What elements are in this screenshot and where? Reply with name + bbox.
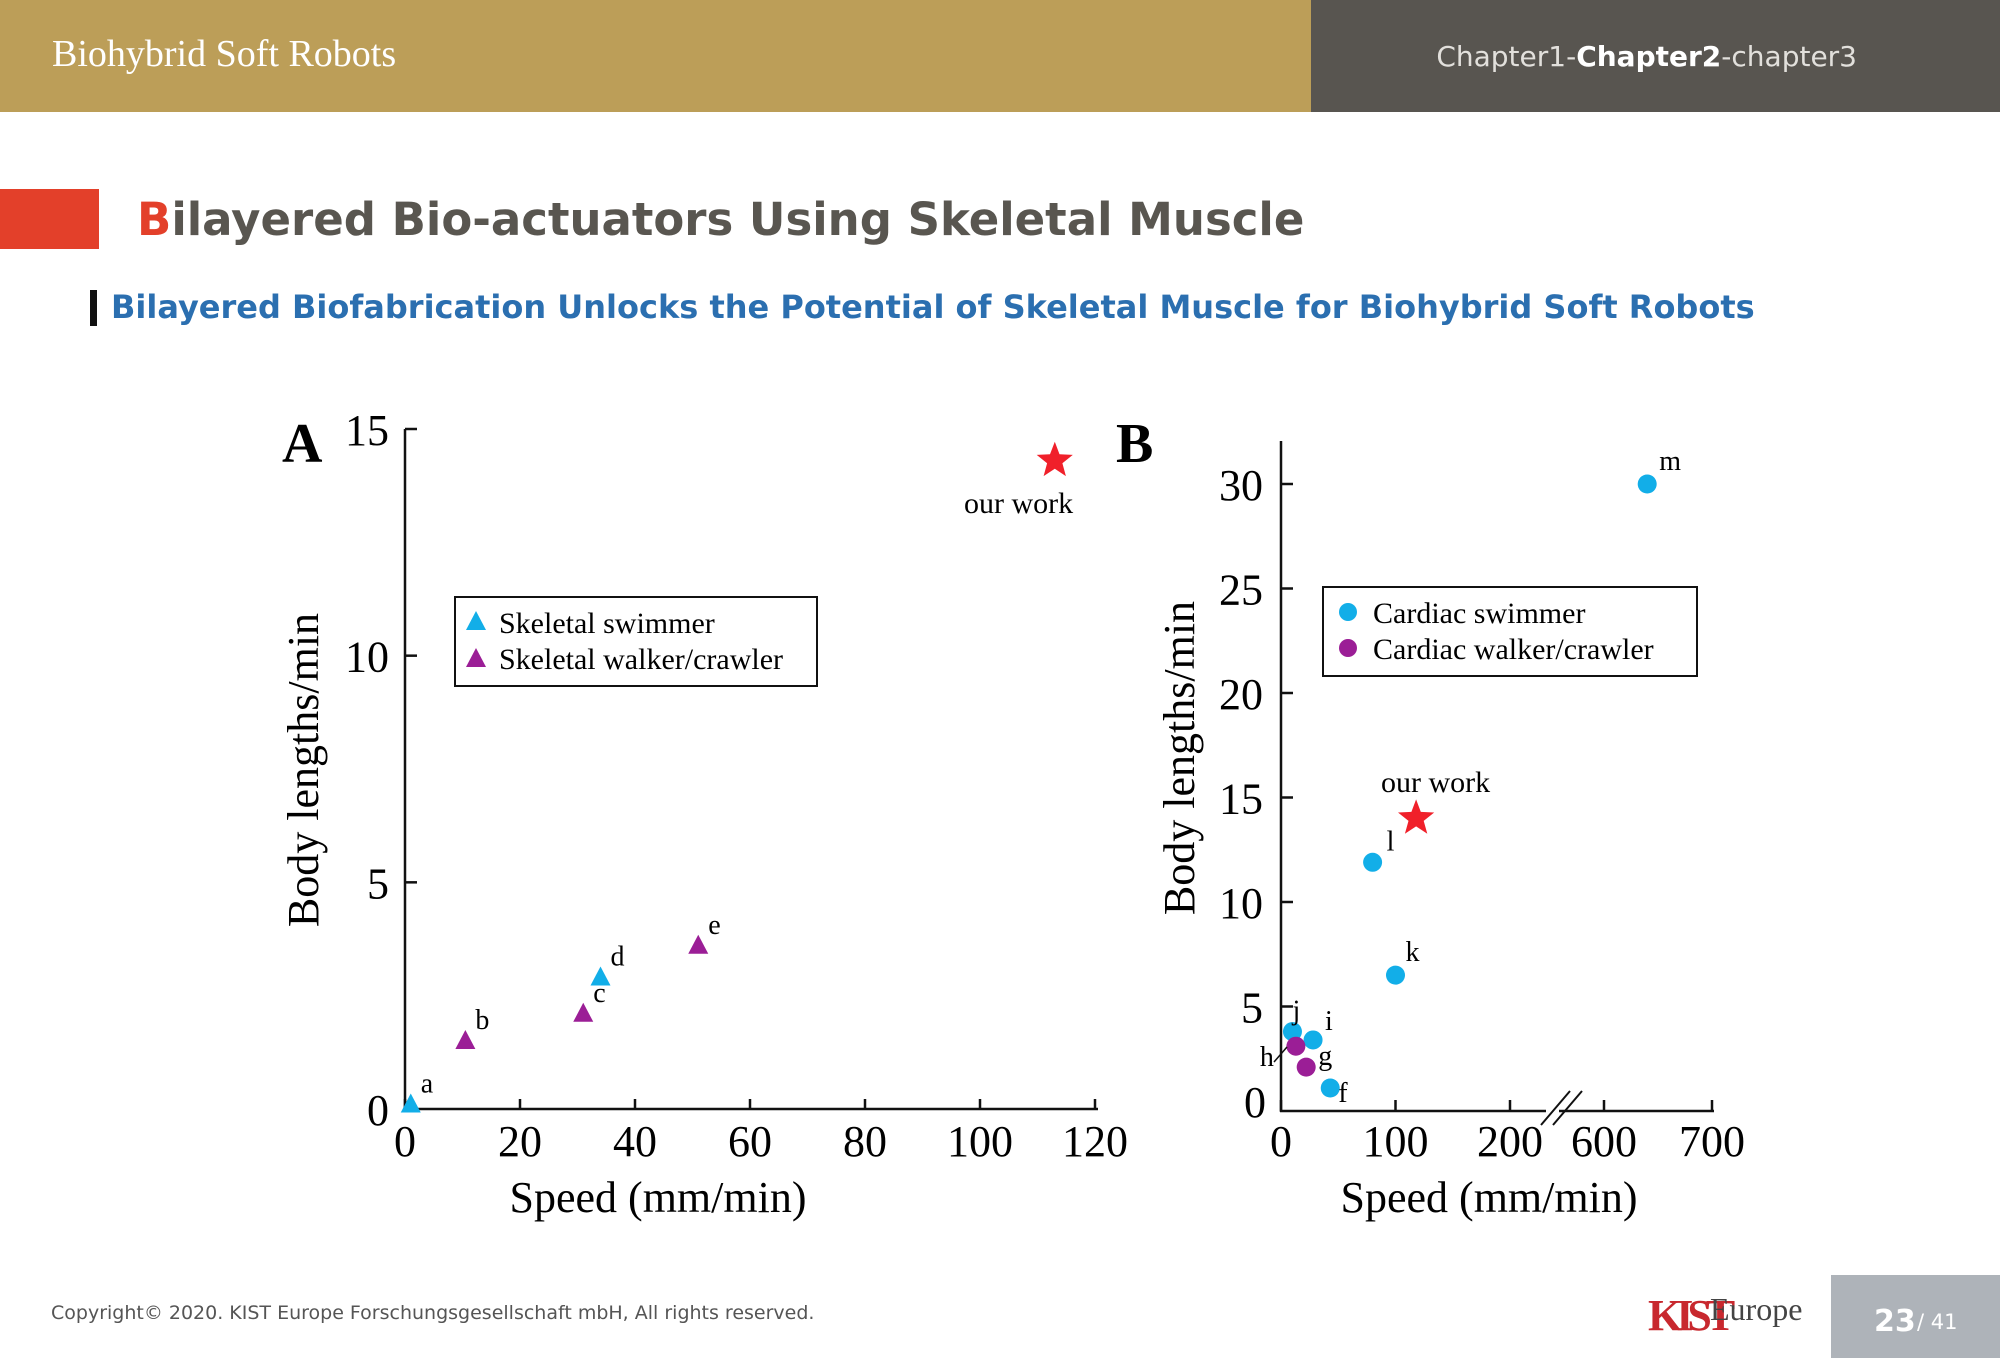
panel-a-label: A	[282, 413, 323, 475]
panel-a-x-tick-label: 60	[728, 1117, 772, 1166]
panel-a-our-work-star	[1036, 441, 1073, 477]
panel-a-x-tick-label: 40	[613, 1117, 657, 1166]
panel-b-x-tick-label: 700	[1679, 1117, 1745, 1166]
legend-marker-cardiac-walker	[1339, 639, 1357, 657]
panel-a-point-b	[455, 1030, 476, 1049]
panel-b-point-label: g	[1318, 1041, 1332, 1072]
axis-break-mark	[1540, 1090, 1571, 1126]
legend-label-skeletal-swimmer: Skeletal swimmer	[499, 607, 715, 640]
panel-b-point-label: i	[1325, 1006, 1333, 1037]
panel-b-point-label: h	[1260, 1042, 1274, 1073]
panel-b-point-label: k	[1406, 937, 1420, 968]
slide-subtitle: Bilayered Biofabrication Unlocks the Pot…	[111, 288, 1755, 326]
page-total: / 41	[1917, 1310, 1958, 1334]
panel-a-y-tick-label: 10	[345, 633, 389, 682]
app-title: Biohybrid Soft Robots	[52, 33, 397, 75]
logo-text: Europe	[1710, 1291, 1802, 1327]
panel-a-point-label: b	[475, 1005, 489, 1036]
panel-b-our-work-star	[1398, 799, 1435, 834]
panel-b-legend	[1322, 586, 1698, 677]
panel-b-y-label: Body lengths/min	[1155, 601, 1204, 915]
chapter-link-2-current[interactable]: Chapter2	[1576, 40, 1722, 73]
panel-b-y-tick-label: 5	[1241, 984, 1263, 1033]
panel-a-x-label: Speed (mm/min)	[510, 1173, 807, 1222]
panel-b-y-tick-label: 0	[1244, 1078, 1266, 1127]
panel-b-point-h	[1286, 1036, 1306, 1056]
legend-marker-cardiac-swimmer	[1339, 603, 1357, 621]
panel-a-legend	[454, 596, 818, 687]
panel-b-y-tick-label: 25	[1219, 566, 1263, 615]
page-title-text: ilayered Bio-actuators Using Skeletal Mu…	[171, 193, 1305, 246]
subtitle-marker	[90, 290, 97, 326]
footer-copyright: Copyright© 2020. KIST Europe Forschungsg…	[51, 1302, 815, 1324]
legend-label-skeletal-walker: Skeletal walker/crawler	[499, 643, 783, 676]
panel-a-x-tick-label: 20	[498, 1117, 542, 1166]
panel-b-x-tick-label: 100	[1363, 1117, 1429, 1166]
panel-a-x-tick-label: 0	[394, 1117, 416, 1166]
panel-b-point-i	[1303, 1030, 1323, 1050]
panel-a-point-label: d	[611, 942, 625, 973]
logo-mark: KIST	[1648, 1291, 1735, 1340]
panel-b-label: B	[1116, 413, 1153, 475]
legend-label-cardiac-swimmer: Cardiac swimmer	[1373, 597, 1585, 630]
panel-a-our-work-label: our work	[964, 487, 1073, 520]
page-current: 23	[1874, 1304, 1916, 1339]
panel-a-x-tick-label: 100	[947, 1117, 1013, 1166]
panel-b-x-tick-label: 0	[1270, 1117, 1292, 1166]
panel-a-point-label: a	[421, 1068, 434, 1099]
chapter-separator: -	[1566, 40, 1577, 73]
panel-b-point-label: f	[1338, 1078, 1348, 1109]
panel-b-point-k	[1386, 965, 1405, 985]
page-title-initial: B	[137, 193, 172, 246]
chapter-link-3[interactable]: chapter3	[1731, 40, 1857, 73]
panel-b-point-label: l	[1387, 826, 1395, 857]
axis-break-mark	[1552, 1090, 1583, 1126]
panel-a-point-e	[688, 934, 709, 954]
legend-label-cardiac-walker: Cardiac walker/crawler	[1373, 633, 1654, 666]
panel-b-point-j	[1282, 1022, 1302, 1042]
panel-a-y-tick-label: 5	[367, 859, 389, 908]
chapter-nav: Chapter1-Chapter2-chapter3	[1436, 40, 1857, 73]
panel-a-x-tick-label: 80	[843, 1117, 887, 1166]
panel-a-point-label: c	[593, 978, 605, 1009]
panel-a-point-label: e	[708, 910, 720, 941]
panel-a-y-tick-label: 0	[367, 1086, 389, 1135]
panel-b-point-m	[1637, 474, 1657, 494]
panel-b-point-l	[1363, 852, 1383, 872]
page-indicator	[1831, 1275, 2000, 1358]
panel-b-y-tick-label: 10	[1219, 879, 1263, 928]
chart-panel-a: A 0 20 40 60 80 100 120 0 5 10 15 Speed (mm/min) B…	[279, 406, 1128, 1222]
page-title: Bilayered Bio-actuators Using Skeletal M…	[137, 193, 1304, 246]
panel-b-y-tick-label: 15	[1219, 775, 1263, 824]
panel-b-point-label: m	[1659, 446, 1681, 477]
kist-europe-logo: KIST Europe	[1648, 1291, 1802, 1340]
label-h-leader-line	[1273, 1046, 1288, 1063]
panel-b-y-tick-label: 20	[1219, 670, 1263, 719]
panel-b-x-tick-label: 200	[1477, 1117, 1543, 1166]
panel-a-x-tick-label: 120	[1062, 1117, 1128, 1166]
header-bar	[0, 0, 1311, 112]
panel-b-point-label: j	[1291, 996, 1300, 1027]
panel-b-our-work-label: our work	[1381, 766, 1490, 799]
panel-b-point-f	[1320, 1078, 1340, 1098]
panel-b-x-label: Speed (mm/min)	[1341, 1173, 1638, 1222]
title-accent-block	[0, 189, 99, 249]
panel-a-point-c	[573, 1002, 594, 1022]
panel-b-y-tick-label: 30	[1219, 461, 1263, 510]
legend-marker-skeletal-swimmer	[466, 611, 486, 630]
panel-a-y-label: Body lengths/min	[279, 613, 328, 927]
chapter-link-1[interactable]: Chapter1	[1436, 40, 1567, 73]
panel-b-point-g	[1296, 1057, 1316, 1077]
chapter-nav-bar	[1311, 0, 2000, 112]
panel-a-y-tick-label: 15	[345, 406, 389, 455]
chart-panel-b: B 0 100 200 600 700 0 5 10 15 20 25 30 Speed (mm/mi…	[1116, 413, 1745, 1222]
panel-a-point-d	[590, 966, 611, 986]
legend-marker-skeletal-walker	[466, 648, 486, 667]
panel-a-point-a	[400, 1093, 421, 1113]
chapter-separator: -	[1721, 40, 1732, 73]
panel-b-x-tick-label: 600	[1571, 1117, 1637, 1166]
